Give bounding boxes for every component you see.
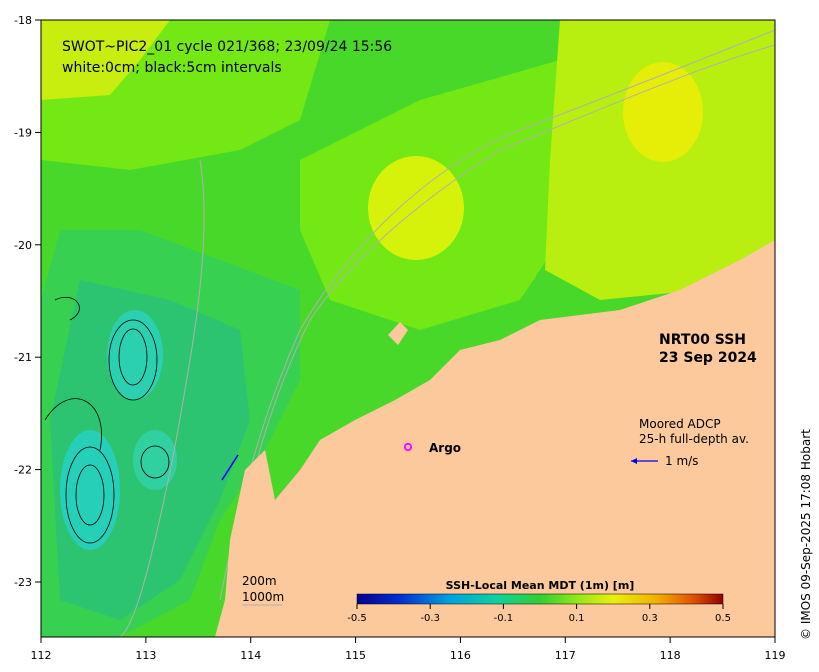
bathymetry-contours	[119, 29, 775, 637]
map-field	[41, 20, 775, 637]
product-date: 23 Sep 2024	[659, 350, 757, 366]
depth-legend-1000: 1000m	[242, 590, 284, 604]
argo-label: Argo	[429, 441, 461, 455]
argo-marker	[403, 442, 413, 452]
adcp-scale-label: 1 m/s	[665, 454, 698, 468]
ssh-high-central	[368, 156, 464, 260]
y-tick-label: -18	[14, 14, 32, 27]
credit-text: © IMOS 09-Sep-2025 17:08 Hobart	[799, 429, 813, 640]
ssh-high-northwest	[41, 20, 170, 100]
depth-legend-200: 200m	[242, 574, 277, 588]
ssh-high-east	[623, 62, 703, 162]
ssh-contours	[44, 296, 170, 544]
x-tick-label: 117	[555, 649, 576, 662]
y-tick-label: -20	[14, 239, 32, 252]
x-tick-label: 119	[765, 649, 786, 662]
land-mass	[215, 240, 775, 637]
plot-frame	[40, 19, 776, 638]
title-line-2: white:0cm; black:5cm intervals	[62, 60, 282, 76]
x-tick-label: 113	[135, 649, 156, 662]
adcp-sublabel: 25-h full-depth av.	[639, 432, 749, 446]
product-name: NRT00 SSH	[659, 332, 746, 348]
colorbar-ticks: -0.5 -0.3 -0.1 0.1 0.3 0.5	[347, 604, 731, 624]
colorbar-title: SSH-Local Mean MDT (1m) [m]	[446, 579, 635, 592]
colorbar-tick-label: 0.3	[642, 613, 658, 624]
colorbar-tick-label: 0.1	[569, 613, 585, 624]
colorbar	[356, 593, 724, 605]
island	[388, 322, 408, 345]
ssh-low-1	[107, 310, 163, 400]
y-tick-label: -21	[14, 351, 32, 364]
y-tick-label: -22	[14, 464, 32, 477]
colorbar-tick-label: 0.5	[715, 613, 731, 624]
x-tick-label: 114	[240, 649, 261, 662]
x-tick-label: 112	[31, 649, 52, 662]
y-tick-label: -19	[14, 126, 32, 139]
adcp-label: Moored ADCP	[639, 417, 721, 431]
colorbar-tick-label: -0.3	[420, 613, 440, 624]
x-tick-label: 115	[345, 649, 366, 662]
ssh-low-3	[133, 430, 177, 490]
colorbar-tick-label: -0.5	[347, 613, 367, 624]
x-tick-label: 118	[660, 649, 681, 662]
colorbar-tick-label: -0.1	[494, 613, 514, 624]
y-axis: -18 -19 -20 -21 -22 -23	[14, 14, 41, 589]
x-tick-label: 116	[450, 649, 471, 662]
ssh-low-2	[60, 430, 120, 550]
adcp-scale-arrowhead	[631, 458, 637, 464]
x-axis: 112 113 114 115 116 117 118 119	[31, 637, 786, 662]
y-tick-label: -23	[14, 576, 32, 589]
title-line-1: SWOT~PIC2_01 cycle 021/368; 23/09/24 15:…	[62, 39, 392, 55]
adcp-arrow	[221, 454, 239, 481]
